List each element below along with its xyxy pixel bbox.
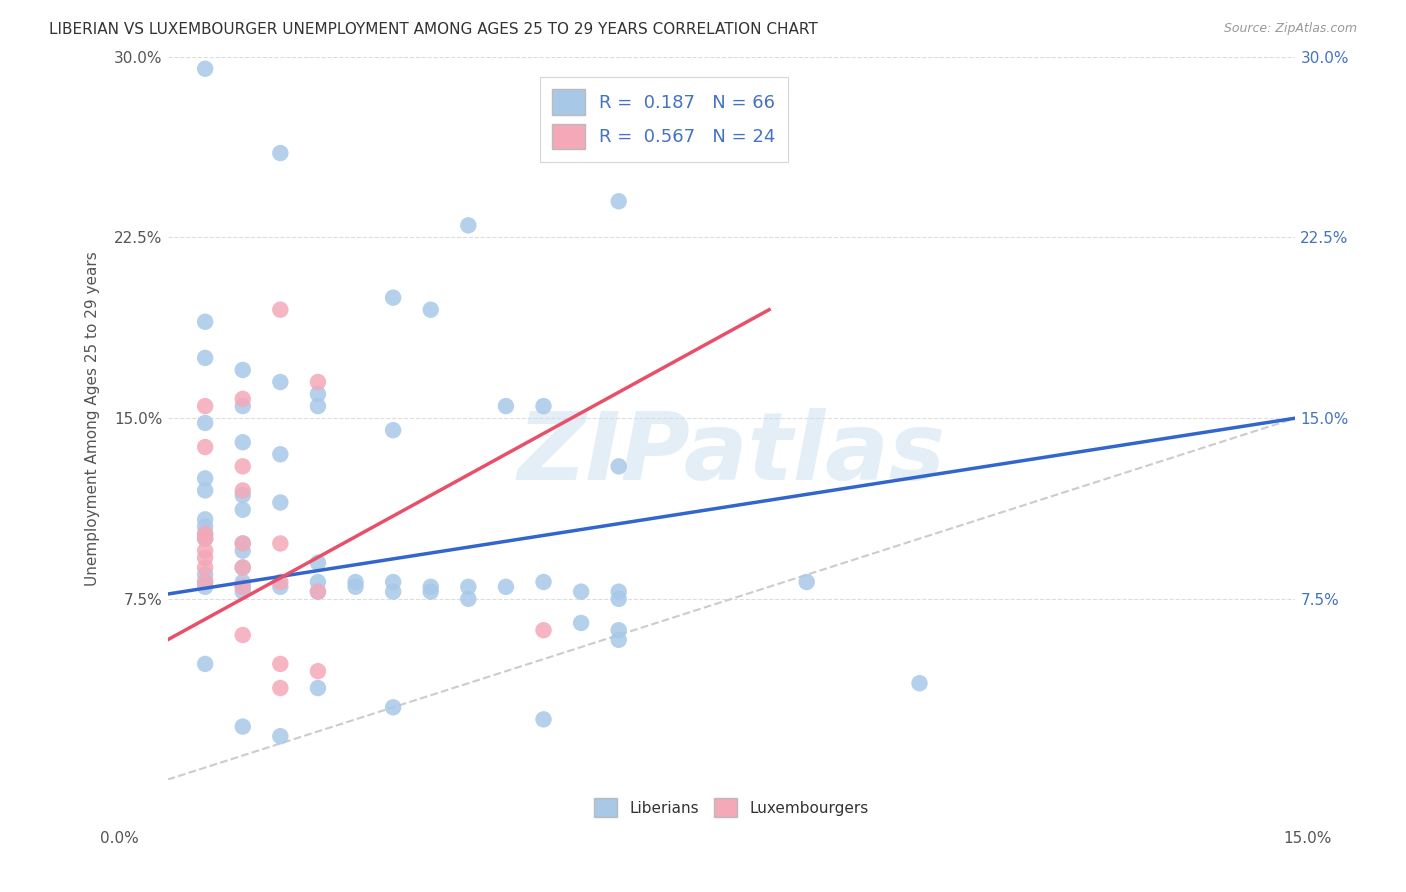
Point xyxy=(232,392,254,406)
Point xyxy=(382,291,405,305)
Point xyxy=(607,194,630,209)
Point xyxy=(307,584,329,599)
Text: ZIPatlas: ZIPatlas xyxy=(517,409,946,500)
Point xyxy=(607,459,630,474)
Point xyxy=(344,574,367,589)
Legend: Liberians, Luxembourgers: Liberians, Luxembourgers xyxy=(585,789,877,826)
Point xyxy=(232,584,254,599)
Point xyxy=(533,624,555,638)
Point xyxy=(307,556,329,570)
Point xyxy=(607,591,630,606)
Point xyxy=(194,471,217,485)
Y-axis label: Unemployment Among Ages 25 to 29 years: Unemployment Among Ages 25 to 29 years xyxy=(86,251,100,585)
Point xyxy=(382,700,405,714)
Point xyxy=(382,423,405,437)
Point xyxy=(307,584,329,599)
Point xyxy=(269,536,291,550)
Point xyxy=(457,219,479,233)
Point xyxy=(232,580,254,594)
Point xyxy=(194,543,217,558)
Point xyxy=(194,512,217,526)
Point xyxy=(269,729,291,743)
Point xyxy=(269,302,291,317)
Point xyxy=(307,387,329,401)
Point xyxy=(232,628,254,642)
Point xyxy=(194,62,217,76)
Text: 0.0%: 0.0% xyxy=(100,831,139,846)
Point xyxy=(269,574,291,589)
Point xyxy=(194,574,217,589)
Point xyxy=(232,363,254,377)
Point xyxy=(232,720,254,734)
Point xyxy=(269,447,291,461)
Point xyxy=(232,488,254,502)
Point xyxy=(194,532,217,546)
Point xyxy=(382,584,405,599)
Point xyxy=(607,584,630,599)
Point xyxy=(269,495,291,509)
Point xyxy=(232,560,254,574)
Point xyxy=(194,416,217,430)
Point xyxy=(419,580,441,594)
Point xyxy=(307,664,329,678)
Point xyxy=(232,483,254,498)
Point xyxy=(457,580,479,594)
Point xyxy=(307,574,329,589)
Point xyxy=(194,532,217,546)
Point xyxy=(269,681,291,695)
Point xyxy=(419,584,441,599)
Point xyxy=(569,584,592,599)
Point xyxy=(344,580,367,594)
Text: Source: ZipAtlas.com: Source: ZipAtlas.com xyxy=(1223,22,1357,36)
Point xyxy=(796,574,818,589)
Point xyxy=(269,580,291,594)
Point xyxy=(194,567,217,582)
Point xyxy=(232,399,254,413)
Point xyxy=(194,574,217,589)
Point xyxy=(194,560,217,574)
Point xyxy=(533,712,555,726)
Point xyxy=(607,632,630,647)
Point xyxy=(495,580,517,594)
Point xyxy=(194,657,217,671)
Point xyxy=(908,676,931,690)
Point xyxy=(569,615,592,630)
Point xyxy=(194,550,217,565)
Point xyxy=(307,399,329,413)
Point xyxy=(307,681,329,695)
Point xyxy=(194,526,217,541)
Point xyxy=(194,351,217,365)
Point xyxy=(232,543,254,558)
Point xyxy=(269,146,291,161)
Point xyxy=(194,483,217,498)
Point xyxy=(194,440,217,454)
Point xyxy=(194,580,217,594)
Point xyxy=(457,591,479,606)
Point xyxy=(269,375,291,389)
Text: LIBERIAN VS LUXEMBOURGER UNEMPLOYMENT AMONG AGES 25 TO 29 YEARS CORRELATION CHAR: LIBERIAN VS LUXEMBOURGER UNEMPLOYMENT AM… xyxy=(49,22,818,37)
Point xyxy=(607,624,630,638)
Point xyxy=(194,526,217,541)
Point xyxy=(232,502,254,516)
Text: 15.0%: 15.0% xyxy=(1284,831,1331,846)
Point xyxy=(194,399,217,413)
Point xyxy=(495,399,517,413)
Point xyxy=(232,574,254,589)
Point xyxy=(232,536,254,550)
Point xyxy=(232,459,254,474)
Point xyxy=(232,536,254,550)
Point xyxy=(194,315,217,329)
Point xyxy=(307,375,329,389)
Point xyxy=(419,302,441,317)
Point xyxy=(232,560,254,574)
Point xyxy=(269,657,291,671)
Point xyxy=(382,574,405,589)
Point xyxy=(533,574,555,589)
Point xyxy=(533,399,555,413)
Point xyxy=(232,435,254,450)
Point xyxy=(194,519,217,533)
Point xyxy=(232,580,254,594)
